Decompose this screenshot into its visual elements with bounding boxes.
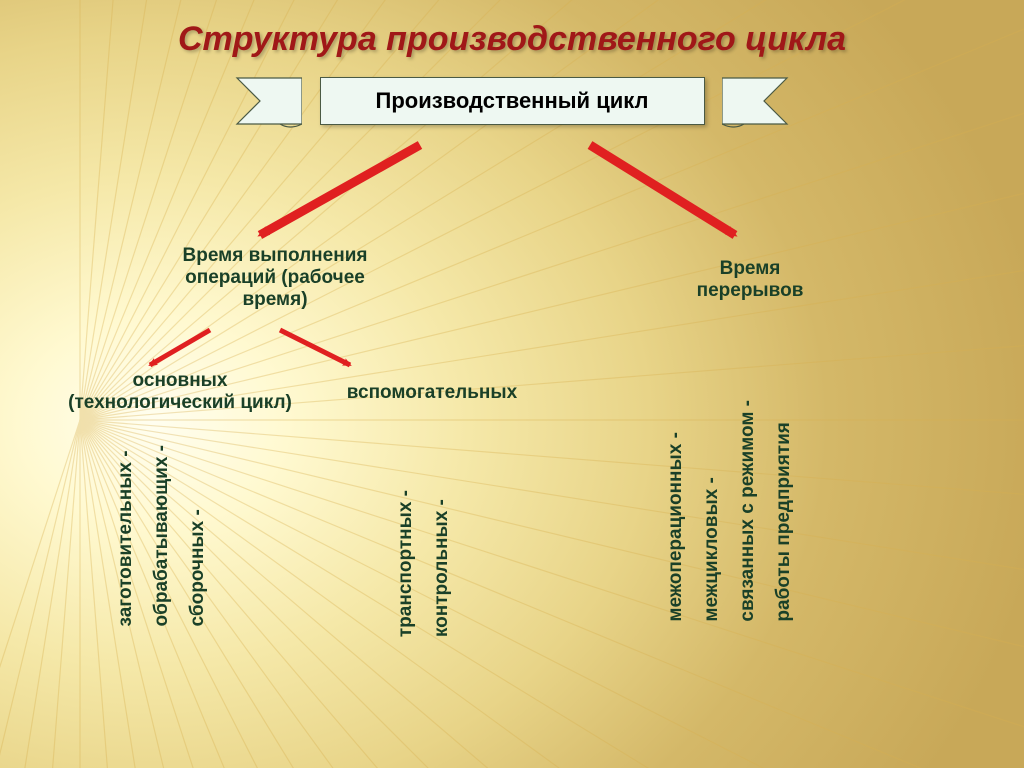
branch-left-line2: операций (рабочее <box>130 267 420 289</box>
vertical-item: контрольных - <box>431 490 453 637</box>
vertical-group-3: межоперационных - межцикловых - связанных … <box>665 400 795 622</box>
sub-left-line2: (технологический цикл) <box>40 392 320 414</box>
branch-right-line2: перерывов <box>650 280 850 302</box>
sub-right-label: вспомогательных <box>312 382 552 404</box>
sub-left-line1: основных <box>40 370 320 392</box>
vertical-item: сборочных - <box>187 445 209 626</box>
vertical-group-2: транспортных - контрольных - <box>395 490 453 637</box>
vertical-item: межоперационных - <box>665 400 687 622</box>
sub-left-label: основных (технологический цикл) <box>40 370 320 414</box>
sub-right-text: вспомогательных <box>312 382 552 404</box>
vertical-item: заготовительных - <box>115 445 137 626</box>
vertical-item: обрабатывающих - <box>151 445 173 626</box>
vertical-item: работы предприятия <box>773 400 795 622</box>
vertical-group-1: заготовительных - обрабатывающих - сборочн… <box>115 445 209 626</box>
branch-left-line1: Время выполнения <box>130 245 420 267</box>
branch-left-label: Время выполнения операций (рабочее время… <box>130 245 420 311</box>
branch-right-line1: Время <box>650 258 850 280</box>
vertical-item: межцикловых - <box>701 400 723 622</box>
branch-left-line3: время) <box>130 289 420 311</box>
vertical-item: транспортных - <box>395 490 417 637</box>
vertical-item: связанных с режимом - <box>737 400 759 622</box>
branch-right-label: Время перерывов <box>650 258 850 302</box>
